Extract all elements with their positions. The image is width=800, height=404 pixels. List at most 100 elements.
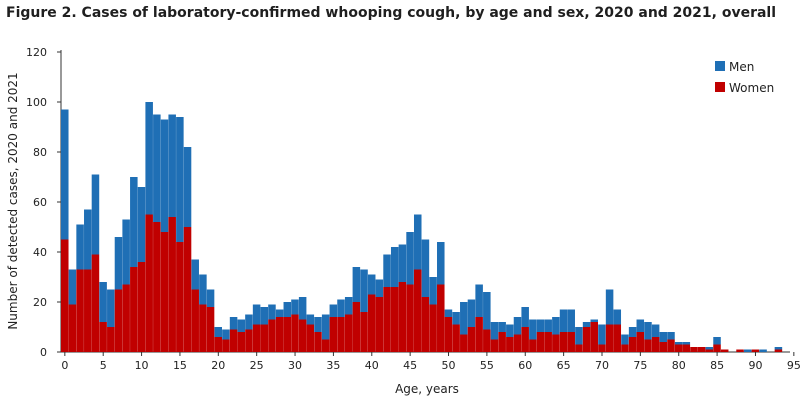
y-tick-label: 40: [33, 246, 47, 259]
bar-men-age-58: [506, 324, 514, 337]
bar-men-age-32: [306, 314, 315, 325]
bar-men-age-61: [529, 319, 537, 340]
bar-women-age-51: [452, 324, 460, 352]
bar-women-age-0: [61, 239, 69, 352]
bar-men-age-62: [536, 319, 545, 332]
bar-women-age-61: [529, 339, 537, 352]
bar-men-age-38: [352, 267, 361, 302]
bar-men-age-89: [743, 349, 752, 352]
bar-women-age-8: [122, 284, 130, 352]
bar-men-age-91: [759, 349, 767, 352]
bar-women-age-49: [437, 284, 445, 352]
bar-men-age-69: [590, 319, 599, 322]
bar-women-age-83: [697, 347, 706, 352]
bar-men-age-7: [114, 237, 123, 290]
bar-men-age-78: [659, 332, 668, 342]
x-tick-label: 25: [250, 359, 264, 372]
bar-women-age-9: [130, 267, 138, 352]
bar-women-age-88: [736, 349, 744, 352]
y-tick-label: 100: [26, 96, 47, 109]
bar-women-age-20: [214, 337, 222, 352]
bar-men-age-0: [61, 109, 69, 240]
bar-women-age-93: [774, 349, 783, 352]
bar-men-age-34: [321, 314, 330, 340]
bar-men-age-85: [713, 337, 721, 345]
legend-swatch-men: [715, 61, 725, 71]
bar-men-age-43: [390, 247, 399, 287]
bar-women-age-59: [513, 334, 522, 352]
bar-men-age-53: [467, 299, 476, 327]
bar-men-age-14: [168, 114, 176, 217]
bar-men-age-40: [367, 274, 376, 295]
bar-women-age-42: [383, 287, 391, 352]
bar-women-age-65: [559, 332, 568, 352]
bar-women-age-84: [705, 349, 714, 352]
bar-women-age-75: [636, 332, 645, 352]
bar-women-age-1: [68, 304, 77, 352]
bar-women-age-62: [536, 332, 545, 352]
bar-women-age-40: [367, 294, 376, 352]
bar-men-age-44: [398, 244, 407, 282]
bar-women-age-25: [252, 324, 261, 352]
x-tick-label: 85: [710, 359, 724, 372]
bar-men-age-71: [605, 289, 614, 325]
bar-men-age-72: [613, 309, 622, 325]
x-tick-label: 75: [633, 359, 647, 372]
bar-women-age-86: [720, 349, 729, 352]
bar-women-age-24: [245, 329, 253, 352]
bar-women-age-14: [168, 217, 176, 352]
bar-men-age-20: [214, 327, 222, 337]
x-axis-label: Age, years: [395, 382, 459, 396]
bar-women-age-12: [153, 222, 161, 352]
x-tick-label: 95: [787, 359, 800, 372]
bar-women-age-71: [605, 324, 614, 352]
bar-men-age-93: [774, 347, 783, 350]
bars-group: [61, 102, 783, 352]
x-tick-label: 60: [518, 359, 532, 372]
bar-men-age-28: [275, 309, 284, 317]
bar-men-age-10: [137, 187, 146, 262]
bar-women-age-58: [506, 337, 514, 352]
bar-women-age-7: [114, 289, 123, 352]
bar-women-age-63: [544, 332, 552, 352]
bar-women-age-41: [375, 297, 384, 352]
bar-men-age-67: [575, 327, 583, 345]
bar-men-age-55: [483, 292, 491, 330]
y-tick-label: 60: [33, 196, 47, 209]
x-tick-label: 40: [365, 359, 379, 372]
bar-men-age-30: [291, 299, 299, 315]
bar-women-age-2: [76, 269, 84, 352]
bar-women-age-21: [222, 339, 230, 352]
bar-men-age-74: [628, 327, 637, 337]
bar-men-age-73: [621, 334, 629, 345]
bar-women-age-30: [291, 314, 299, 352]
bar-women-age-90: [751, 349, 760, 352]
legend-swatch-women: [715, 82, 725, 92]
bar-men-age-77: [651, 324, 660, 337]
bar-women-age-69: [590, 322, 599, 352]
bar-women-age-16: [183, 227, 192, 352]
x-tick-label: 80: [672, 359, 686, 372]
bar-women-age-56: [490, 339, 499, 352]
legend-label-women: Women: [729, 81, 774, 95]
bar-men-age-56: [490, 322, 499, 340]
chart-title: Figure 2. Cases of laboratory-confirmed …: [6, 5, 777, 21]
bar-men-age-66: [567, 309, 575, 332]
y-tick-label: 0: [40, 346, 47, 359]
bar-men-age-70: [598, 324, 606, 345]
x-tick-label: 10: [135, 359, 149, 372]
bar-men-age-60: [521, 307, 529, 327]
bar-men-age-57: [498, 322, 506, 332]
bar-women-age-3: [84, 269, 92, 352]
bar-men-age-4: [91, 174, 100, 255]
bar-men-age-84: [705, 347, 714, 350]
bar-women-age-81: [682, 344, 691, 352]
bar-women-age-23: [237, 332, 246, 352]
bar-women-age-22: [229, 329, 238, 352]
bar-men-age-48: [429, 277, 437, 305]
bar-men-age-68: [582, 322, 591, 327]
bar-men-age-50: [444, 309, 453, 317]
bar-men-age-17: [191, 259, 199, 290]
bar-women-age-77: [651, 337, 660, 352]
